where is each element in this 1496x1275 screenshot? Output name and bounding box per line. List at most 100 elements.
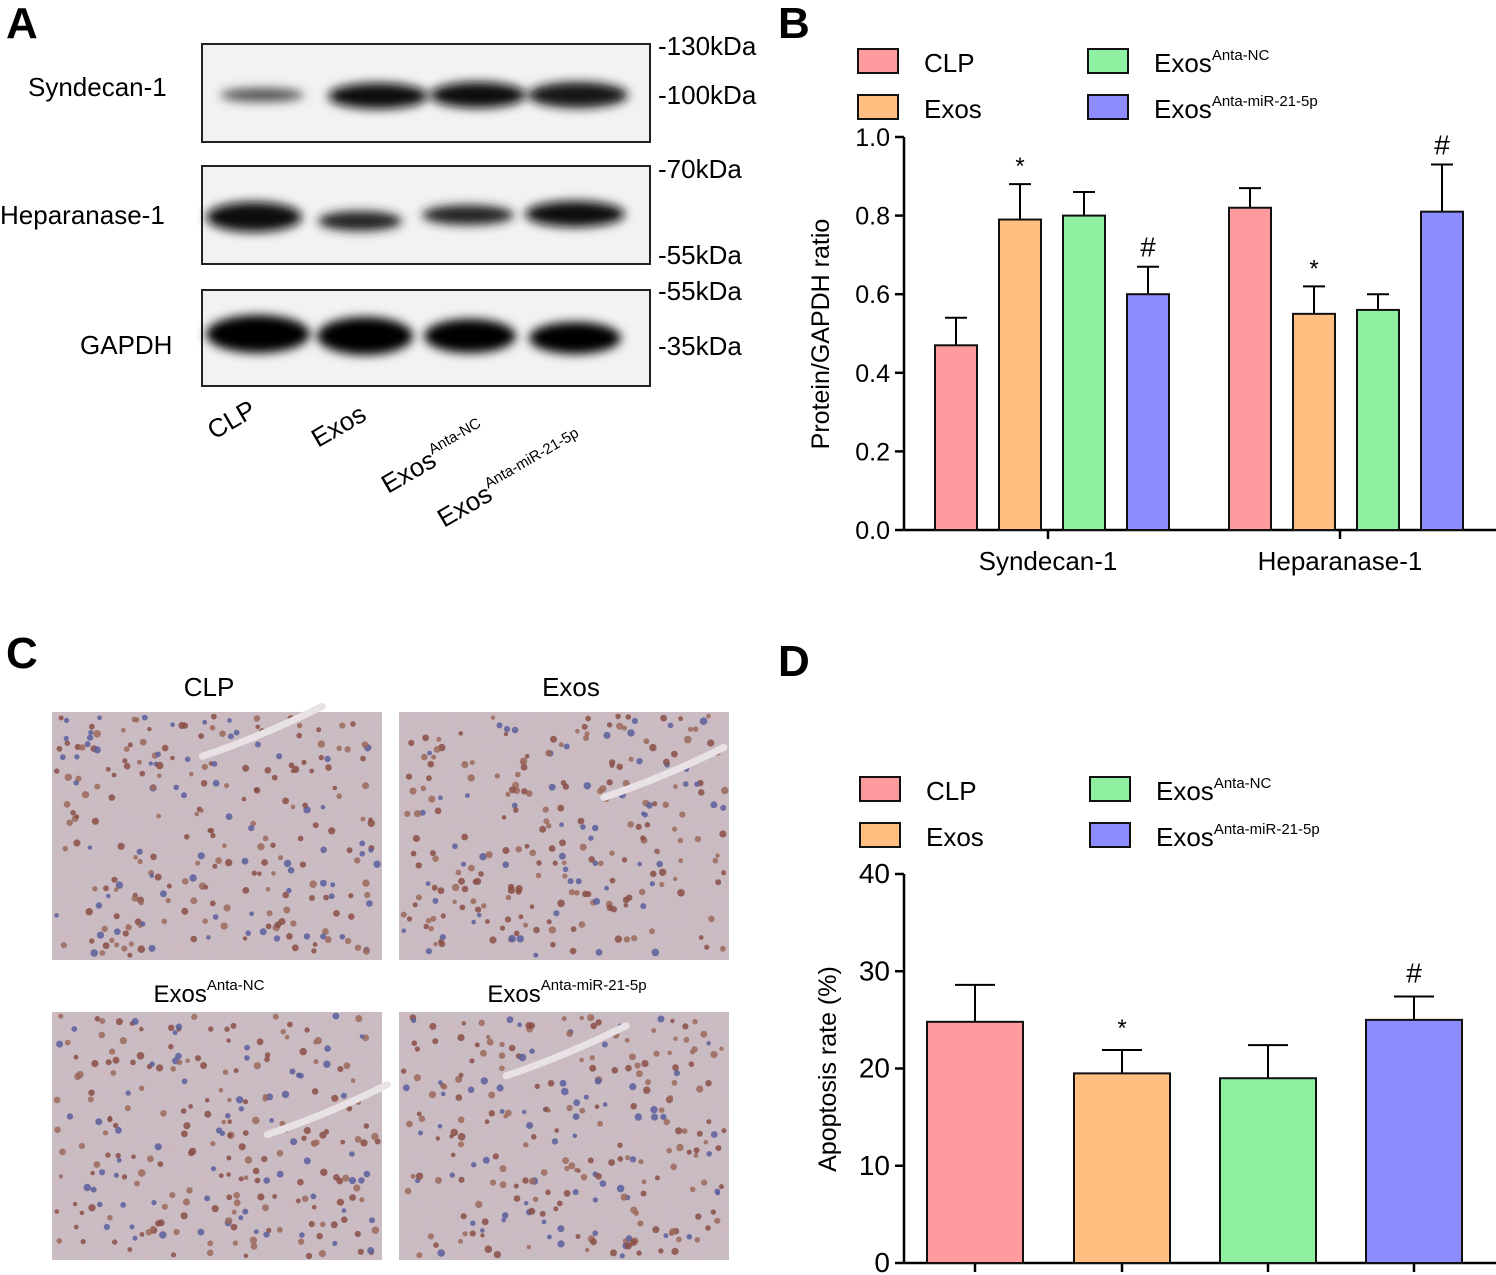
b-legend-label-0: CLP [924, 48, 975, 78]
ihc-image-texture-1 [399, 712, 729, 960]
b-ytick-label-3: 0.6 [855, 281, 890, 309]
d-ytick-label-0: 0 [874, 1247, 890, 1275]
d-ytick-label-2: 20 [859, 1053, 890, 1084]
ihc-nuclei-0 [54, 713, 381, 958]
b-ytick-label-5: 1.0 [855, 124, 890, 152]
panel-letter-c: C [6, 629, 38, 678]
b-category-label-1: Heparanase-1 [1258, 546, 1423, 576]
b-category-label-0: Syndecan-1 [979, 546, 1118, 576]
ihc-panel: CLP Exos ExosAnta-NC ExosAnta-miR-21-5p [52, 672, 729, 1260]
b-ytick-label-1: 0.2 [855, 438, 890, 466]
b-bar-0-1 [998, 218, 1042, 531]
b-ytick-label-4: 0.8 [855, 203, 890, 231]
ihc-title-2: ExosAnta-NC [154, 977, 265, 1008]
d-legend-swatch-3 [1089, 822, 1131, 848]
ihc-nuclei-1 [400, 713, 729, 958]
d-legend-label-2: ExosAnta-NC [1156, 775, 1271, 806]
d-y-axis-title: Apoptosis rate (%) [814, 966, 842, 1172]
blot-label-gapdh: GAPDH [80, 330, 172, 360]
marker-35kda: -35kDa [658, 331, 742, 361]
marker-70kda: -70kDa [658, 154, 742, 184]
band-gapdh-exos [317, 317, 413, 355]
b-significance-0-3: # [1140, 232, 1156, 263]
d-bar-0 [926, 1020, 1024, 1264]
lane-label-0: CLP [202, 394, 261, 445]
d-bar-2 [1219, 1077, 1317, 1264]
band-heparanase-clp [206, 202, 302, 232]
ihc-lumen-2 [263, 1081, 391, 1139]
b-y-axis-title: Protein/GAPDH ratio [807, 219, 835, 450]
d-bar-1 [1073, 1072, 1171, 1265]
ihc-image-texture-2 [52, 1012, 382, 1260]
marker-55kda-top: -55kDa [658, 240, 742, 270]
panel-letter-b: B [778, 0, 810, 48]
b-legend-label-1: Exos [924, 94, 982, 124]
blot-label-syndecan: Syndecan-1 [28, 72, 167, 102]
band-syndecan-anta-nc [430, 82, 526, 108]
ihc-lumen-0 [198, 702, 326, 760]
panel-letter-a: A [6, 0, 38, 48]
chart-b: CLP Exos ExosAnta-NC ExosAnta-miR-21-5p 0.0 0… [807, 47, 1496, 576]
panel-letter-d: D [778, 637, 810, 686]
western-blot-panel: Syndecan-1 Heparanase-1 GAPDH -130kDa -1… [0, 31, 757, 533]
d-legend-swatch-0 [859, 776, 901, 802]
band-syndecan-clp [220, 88, 304, 102]
d-legend-swatch-1 [859, 822, 901, 848]
d-bar-3 [1365, 1018, 1463, 1264]
blot-label-heparanase: Heparanase-1 [0, 200, 165, 230]
ihc-title-1: Exos [542, 672, 600, 702]
lane-label-1: Exos [306, 398, 371, 453]
d-legend-label-1: Exos [926, 822, 984, 852]
band-syndecan-anta-mir [528, 82, 628, 108]
ihc-lumen-3 [502, 1022, 630, 1080]
b-significance-0-1: * [1015, 153, 1024, 180]
ihc-image-texture-3 [399, 1012, 729, 1260]
b-ytick-label-0: 0.0 [855, 517, 890, 545]
ihc-lumen-1 [600, 743, 728, 801]
d-legend-label-3: ExosAnta-miR-21-5p [1156, 821, 1320, 852]
d-significance-1: * [1117, 1015, 1126, 1042]
marker-55kda-bottom: -55kDa [658, 276, 742, 306]
ihc-image-2 [52, 1012, 391, 1260]
b-bar-1-3 [1420, 210, 1464, 531]
ihc-title-0: CLP [184, 672, 235, 702]
ihc-nuclei-2 [53, 1012, 381, 1260]
b-bar-0-2 [1062, 214, 1106, 531]
marker-100kda: -100kDa [658, 80, 757, 110]
ihc-images [52, 702, 729, 1260]
b-legend-label-3: ExosAnta-miR-21-5p [1154, 93, 1318, 124]
b-legend-swatch-2 [1087, 48, 1129, 74]
ihc-titles: CLP Exos ExosAnta-NC ExosAnta-miR-21-5p [154, 672, 647, 1008]
ihc-image-1 [399, 712, 729, 960]
band-gapdh-clp [206, 315, 310, 353]
ihc-image-3 [399, 1012, 729, 1260]
ihc-image-0 [52, 702, 382, 960]
band-heparanase-anta-nc [422, 205, 514, 225]
band-heparanase-anta-mir [525, 201, 625, 227]
blot-bands [206, 82, 628, 355]
b-significance-1-1: * [1309, 255, 1318, 282]
band-syndecan-exos [328, 83, 428, 109]
b-ytick-label-2: 0.4 [855, 360, 890, 388]
b-legend-label-2: ExosAnta-NC [1154, 47, 1269, 78]
b-bar-0-0 [934, 344, 978, 532]
band-gapdh-anta-nc [424, 319, 516, 353]
b-legend-swatch-1 [857, 94, 899, 120]
chart-d: CLP Exos ExosAnta-NC ExosAnta-miR-21-5p 0 10 2… [814, 775, 1496, 1275]
b-bar-0-3 [1126, 293, 1170, 532]
b-bar-1-2 [1356, 308, 1400, 532]
b-bar-1-0 [1228, 206, 1272, 532]
d-ytick-label-3: 30 [859, 955, 890, 986]
d-legend-label-0: CLP [926, 776, 977, 806]
d-legend-swatch-2 [1089, 776, 1131, 802]
band-heparanase-exos [318, 211, 402, 231]
band-gapdh-anta-mir [529, 322, 621, 354]
d-ytick-label-4: 40 [859, 858, 890, 889]
b-legend-swatch-3 [1087, 94, 1129, 120]
b-significance-1-3: # [1434, 130, 1450, 161]
ihc-title-3: ExosAnta-miR-21-5p [487, 977, 646, 1008]
d-significance-3: # [1406, 958, 1422, 989]
d-ytick-label-1: 10 [859, 1150, 890, 1181]
